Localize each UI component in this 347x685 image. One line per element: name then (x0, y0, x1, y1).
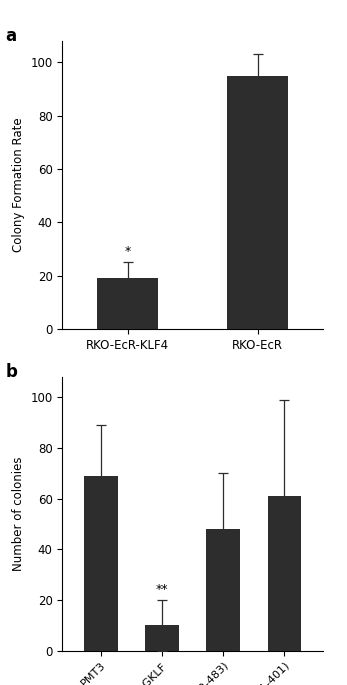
Text: b: b (5, 363, 17, 381)
Text: a: a (5, 27, 16, 45)
Bar (97, 278, 158, 329)
Y-axis label: Number of colonies: Number of colonies (12, 456, 25, 571)
Text: **: ** (156, 583, 168, 596)
Bar (227, 76, 288, 329)
Bar (206, 529, 240, 651)
Y-axis label: Colony Formation Rate: Colony Formation Rate (12, 118, 25, 252)
Bar (268, 496, 301, 651)
Bar (145, 625, 179, 651)
Bar (84, 475, 118, 651)
Text: *: * (124, 245, 131, 258)
